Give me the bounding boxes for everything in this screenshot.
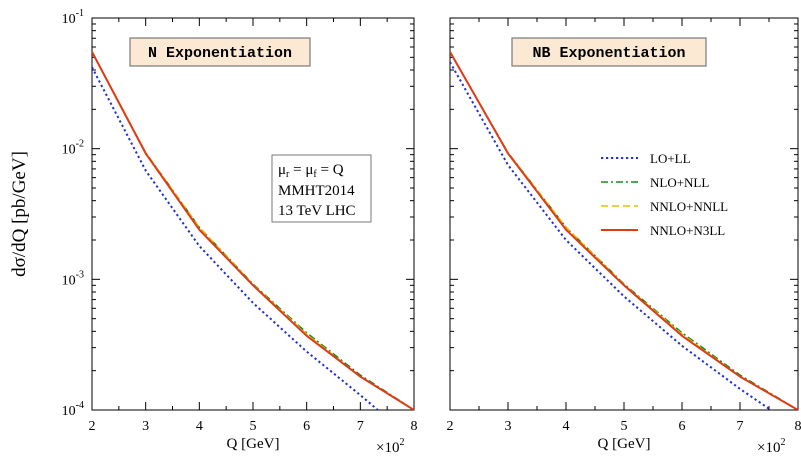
x-tick-label: 2 — [447, 419, 454, 434]
legend-label: NLO+NLL — [650, 175, 709, 190]
title-left: N Exponentiation — [148, 45, 292, 62]
x-tick-label: 5 — [621, 419, 628, 434]
title-box-right: NB Exponentiation — [511, 37, 707, 67]
panel-n-exponentiation: 10-4 10-3 10-2 10-1 2 3 4 5 6 7 8 N Exponentiatio… — [62, 8, 418, 456]
x-multiplier-left: ×102 — [376, 437, 404, 456]
info-collider-line: 13 TeV LHC — [278, 203, 356, 219]
ticks-left — [91, 17, 415, 411]
x-tick-label: 7 — [737, 419, 744, 434]
info-box: μr = μf = Q MMHT2014 13 TeV LHC — [271, 154, 372, 223]
y-tick-label: 10-1 — [62, 8, 84, 27]
legend: LO+LL NLO+NLL NNLO+NNLL NNLO+N3LL — [601, 151, 728, 238]
info-pdf-line: MMHT2014 — [278, 183, 355, 199]
panel-nb-exponentiation: 2 3 4 5 6 7 8 NB Exponentiation LO+LL NLO+NLL NN… — [447, 17, 801, 456]
x-tick-labels-left: 2 3 4 5 6 7 8 — [89, 419, 418, 434]
series-line-nlo-nll — [92, 51, 414, 410]
x-tick-label: 6 — [303, 419, 310, 434]
series-line-nnlo-n3ll — [92, 51, 414, 410]
series-lines-left — [92, 51, 414, 410]
x-multiplier-right: ×102 — [757, 437, 785, 456]
x-tick-label: 8 — [795, 419, 801, 434]
legend-label: LO+LL — [650, 151, 691, 166]
y-tick-label: 10-4 — [62, 400, 84, 419]
x-tick-label: 3 — [142, 419, 149, 434]
series-line-nnlo-n3ll — [450, 51, 798, 410]
x-tick-label: 8 — [411, 419, 418, 434]
plot-frame-right — [449, 17, 799, 411]
y-tick-labels-left: 10-4 10-3 10-2 10-1 — [62, 8, 84, 419]
title-box-left: N Exponentiation — [129, 37, 311, 67]
x-axis-label-right: Q [GeV] — [598, 436, 651, 452]
y-tick-label: 10-3 — [62, 269, 84, 288]
x-tick-labels-right: 2 3 4 5 6 7 8 — [447, 419, 801, 434]
x-tick-label: 4 — [196, 419, 203, 434]
y-tick-label: 10-2 — [62, 139, 84, 158]
title-right: NB Exponentiation — [532, 45, 685, 62]
series-line-lo-ll — [450, 61, 773, 410]
x-tick-label: 4 — [563, 419, 570, 434]
legend-label: NNLO+NNLL — [650, 199, 728, 214]
x-tick-label: 6 — [679, 419, 686, 434]
x-axis-label-left: Q [GeV] — [227, 436, 280, 452]
ticks-right — [449, 17, 799, 411]
series-lines-right — [450, 51, 798, 410]
info-scale-line: μr = μf = Q — [278, 162, 344, 180]
legend-label: NNLO+N3LL — [650, 223, 725, 238]
x-tick-label: 3 — [505, 419, 512, 434]
x-tick-label: 5 — [250, 419, 257, 434]
x-tick-label: 7 — [357, 419, 364, 434]
y-axis-label: dσ/dQ [pb/GeV] — [9, 151, 30, 277]
x-tick-label: 2 — [89, 419, 96, 434]
series-line-nnlo-nnll — [92, 51, 414, 410]
series-line-lo-ll — [92, 66, 380, 410]
